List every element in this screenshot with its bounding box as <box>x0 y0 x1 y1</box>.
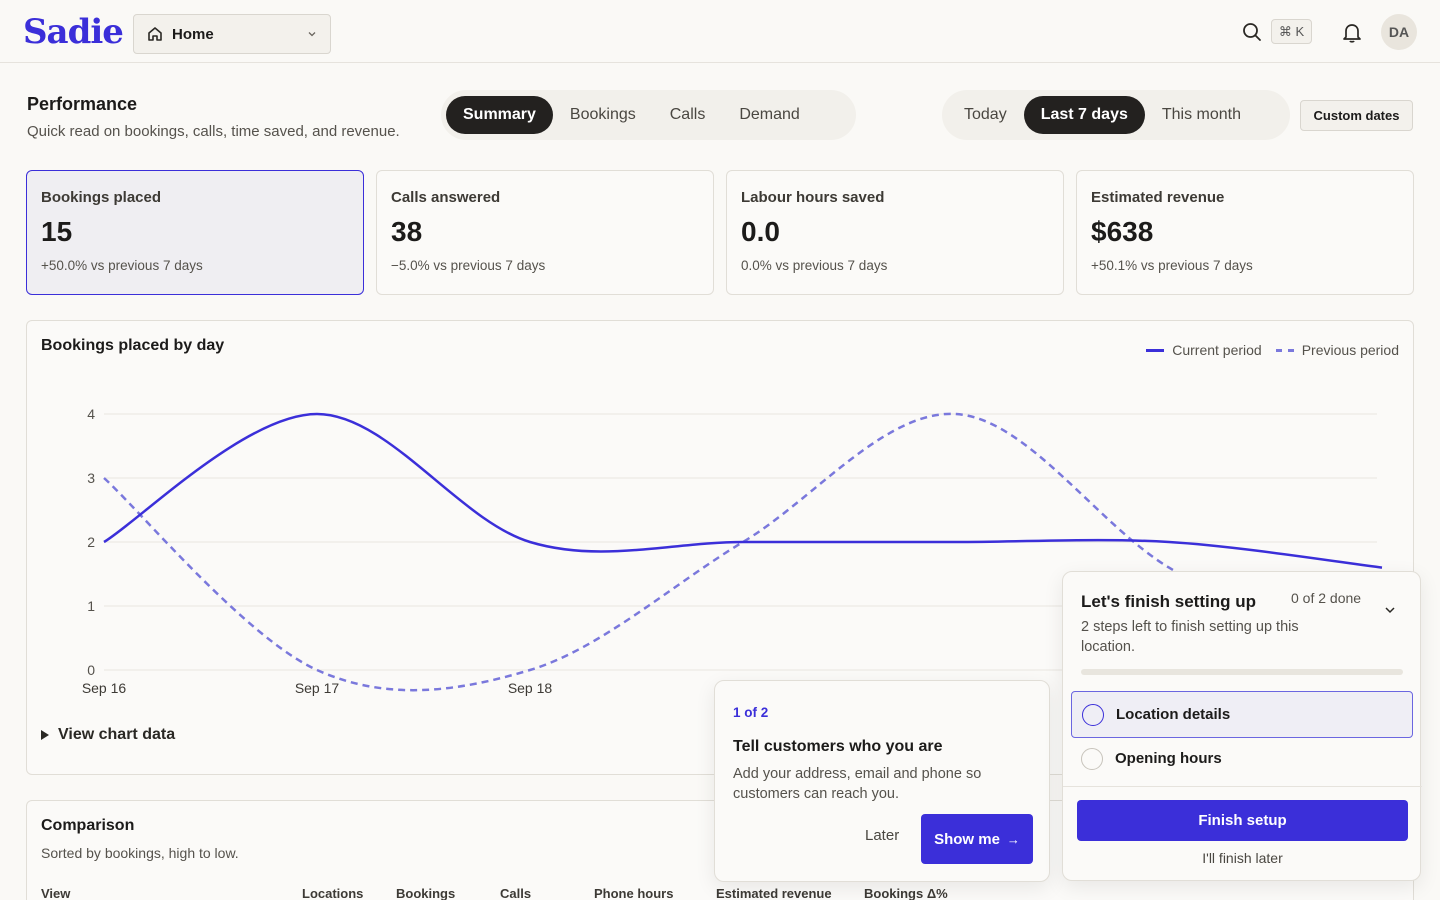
y-tick-label: 2 <box>87 534 95 550</box>
kpi-card-labour-hours[interactable]: Labour hours saved 0.0 0.0% vs previous … <box>726 170 1064 295</box>
y-tick-label: 3 <box>87 470 95 486</box>
legend-label-previous: Previous period <box>1301 342 1399 358</box>
legend-swatch-current <box>1146 348 1165 352</box>
column-header-bookings-delta[interactable]: Bookings Δ% <box>864 886 948 900</box>
column-header-estimated-revenue[interactable]: Estimated revenue <box>716 886 832 900</box>
tour-show-me-button[interactable]: Show me → <box>921 814 1033 864</box>
task-circle-icon <box>1082 703 1104 726</box>
legend-label-current: Current period <box>1172 342 1262 358</box>
setup-task-location-details[interactable]: Location details <box>1071 691 1413 738</box>
finish-later-link[interactable]: I'll finish later <box>1202 850 1283 866</box>
disclosure-triangle-icon <box>41 730 49 740</box>
setup-title: Let's finish setting up <box>1081 592 1256 611</box>
tab-calls[interactable]: Calls <box>669 106 706 123</box>
y-tick-label: 0 <box>87 662 95 678</box>
task-circle-icon <box>1081 747 1103 770</box>
kpi-card-calls[interactable]: Calls answered 38 −5.0% vs previous 7 da… <box>376 170 714 295</box>
location-select-label: Home <box>172 25 214 43</box>
setup-progress-count: 0 of 2 done <box>1291 590 1362 606</box>
comparison-subtitle: Sorted by bookings, high to low. <box>41 845 239 861</box>
kpi-delta: −5.0% vs previous 7 days <box>391 258 546 273</box>
tour-show-me-label: Show me <box>934 830 1000 848</box>
page-subtitle: Quick read on bookings, calls, time save… <box>27 123 400 140</box>
range-this-month[interactable]: This month <box>1161 106 1241 123</box>
collapse-chevron-icon[interactable] <box>1383 603 1397 617</box>
comparison-title: Comparison <box>41 817 135 834</box>
top-bar: Sadie Home ⌘ K DA <box>0 0 1440 63</box>
chevron-down-icon <box>308 32 316 37</box>
kpi-delta: +50.0% vs previous 7 days <box>41 258 203 273</box>
kpi-label: Bookings placed <box>41 189 162 206</box>
tour-body: Add your address, email and phone so cus… <box>733 766 982 802</box>
range-last-7-days[interactable]: Last 7 days <box>1023 96 1145 134</box>
tour-step-counter: 1 of 2 <box>733 705 769 720</box>
chart-legend: Current period Previous period <box>1132 342 1399 358</box>
range-tabs: Today Last 7 days This month <box>942 90 1290 140</box>
bell-icon[interactable] <box>1340 20 1364 44</box>
task-label: Location details <box>1116 706 1231 723</box>
view-tabs: Summary Bookings Calls Demand <box>441 90 856 140</box>
avatar[interactable]: DA <box>1381 14 1417 50</box>
kpi-label: Calls answered <box>391 189 501 206</box>
column-header-phone-hours[interactable]: Phone hours <box>594 886 674 900</box>
x-tick-label: Sep 17 <box>295 680 340 696</box>
kpi-label: Estimated revenue <box>1091 189 1225 206</box>
column-header-calls[interactable]: Calls <box>500 886 532 900</box>
home-icon <box>148 27 162 41</box>
setup-task-opening-hours[interactable]: Opening hours <box>1071 735 1413 782</box>
setup-checklist-panel: Let's finish setting up 0 of 2 done 2 st… <box>1062 571 1422 881</box>
column-header-locations[interactable]: Locations <box>302 886 364 900</box>
kpi-value: 0.0 <box>741 216 780 247</box>
custom-dates-button[interactable]: Custom dates <box>1300 100 1413 131</box>
tab-demand[interactable]: Demand <box>739 106 800 123</box>
onboarding-tour-popover: 1 of 2 Tell customers who you are Add yo… <box>714 680 1050 882</box>
kpi-delta: +50.1% vs previous 7 days <box>1091 258 1253 273</box>
tab-summary[interactable]: Summary <box>446 96 553 134</box>
arrow-right-icon: → <box>1006 831 1020 847</box>
kpi-delta: 0.0% vs previous 7 days <box>741 258 888 273</box>
legend-current: Current period <box>1146 342 1262 358</box>
series-line-current-period <box>103 412 1383 569</box>
column-header-view[interactable]: View <box>41 886 71 900</box>
page-title: Performance <box>27 94 138 114</box>
kpi-card-bookings[interactable]: Bookings placed 15 +50.0% vs previous 7 … <box>26 170 364 295</box>
search-shortcut-hint: ⌘ K <box>1271 19 1312 44</box>
view-chart-data-toggle[interactable]: View chart data <box>41 726 175 744</box>
legend-previous: Previous period <box>1275 342 1399 358</box>
x-tick-label: Sep 16 <box>82 680 127 696</box>
y-tick-label: 4 <box>87 406 95 422</box>
column-header-bookings[interactable]: Bookings <box>396 886 456 900</box>
kpi-label: Labour hours saved <box>741 189 885 206</box>
tour-later-button[interactable]: Later <box>865 827 900 844</box>
setup-progress-bar <box>1081 669 1403 675</box>
tour-title: Tell customers who you are <box>733 738 943 755</box>
kpi-card-revenue[interactable]: Estimated revenue $638 +50.1% vs previou… <box>1076 170 1414 295</box>
legend-swatch-previous <box>1275 348 1294 352</box>
finish-setup-button[interactable]: Finish setup <box>1077 800 1408 841</box>
chart-title: Bookings placed by day <box>41 337 225 354</box>
x-tick-label: Sep 18 <box>508 680 553 696</box>
kpi-value: 15 <box>41 216 73 247</box>
search-icon[interactable] <box>1241 21 1263 43</box>
location-select[interactable]: Home <box>133 14 331 54</box>
series-line-previous-period <box>103 412 1383 692</box>
view-chart-data-label: View chart data <box>58 726 176 743</box>
divider <box>1063 786 1422 787</box>
tab-bookings[interactable]: Bookings <box>569 106 636 123</box>
logo[interactable]: Sadie <box>23 12 124 52</box>
setup-description: 2 steps left to finish setting up this l… <box>1081 619 1299 655</box>
kpi-value: $638 <box>1091 216 1154 247</box>
kpi-value: 38 <box>391 216 423 247</box>
task-label: Opening hours <box>1115 750 1222 767</box>
range-today[interactable]: Today <box>964 106 1007 123</box>
y-tick-label: 1 <box>87 598 95 614</box>
